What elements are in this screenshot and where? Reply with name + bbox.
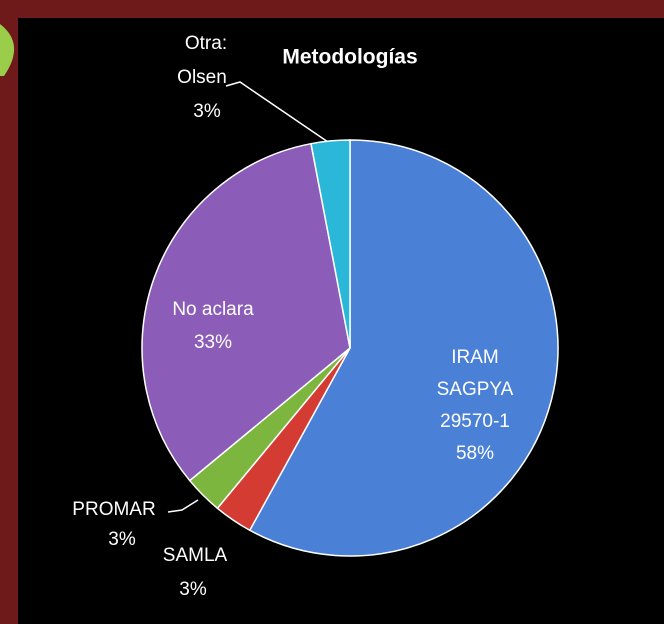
slice-label: Olsen — [177, 67, 227, 88]
chart-title: Metodologías — [282, 46, 417, 69]
slice-label: No aclara — [172, 299, 254, 320]
frame-top — [0, 0, 664, 18]
slice-label: SAGPYA — [437, 379, 514, 400]
frame-left — [0, 0, 18, 624]
slice-label: SAMLA — [163, 545, 228, 566]
slice-label: Otra: — [185, 33, 227, 54]
slice-label: IRAM — [451, 347, 499, 368]
value-label: 58% — [456, 443, 494, 464]
slice-label: PROMAR — [72, 499, 155, 520]
pie-slice — [141, 142, 351, 482]
leader-line — [167, 499, 199, 513]
value-label: 3% — [193, 101, 221, 122]
value-label: 3% — [179, 579, 207, 600]
pie-slice — [310, 139, 351, 349]
value-label: 33% — [194, 332, 232, 353]
leader-line — [225, 81, 329, 143]
slice-label: 29570-1 — [440, 411, 510, 432]
pie-slice — [248, 139, 559, 557]
corner-shape — [0, 24, 15, 76]
value-label: 3% — [108, 529, 136, 550]
